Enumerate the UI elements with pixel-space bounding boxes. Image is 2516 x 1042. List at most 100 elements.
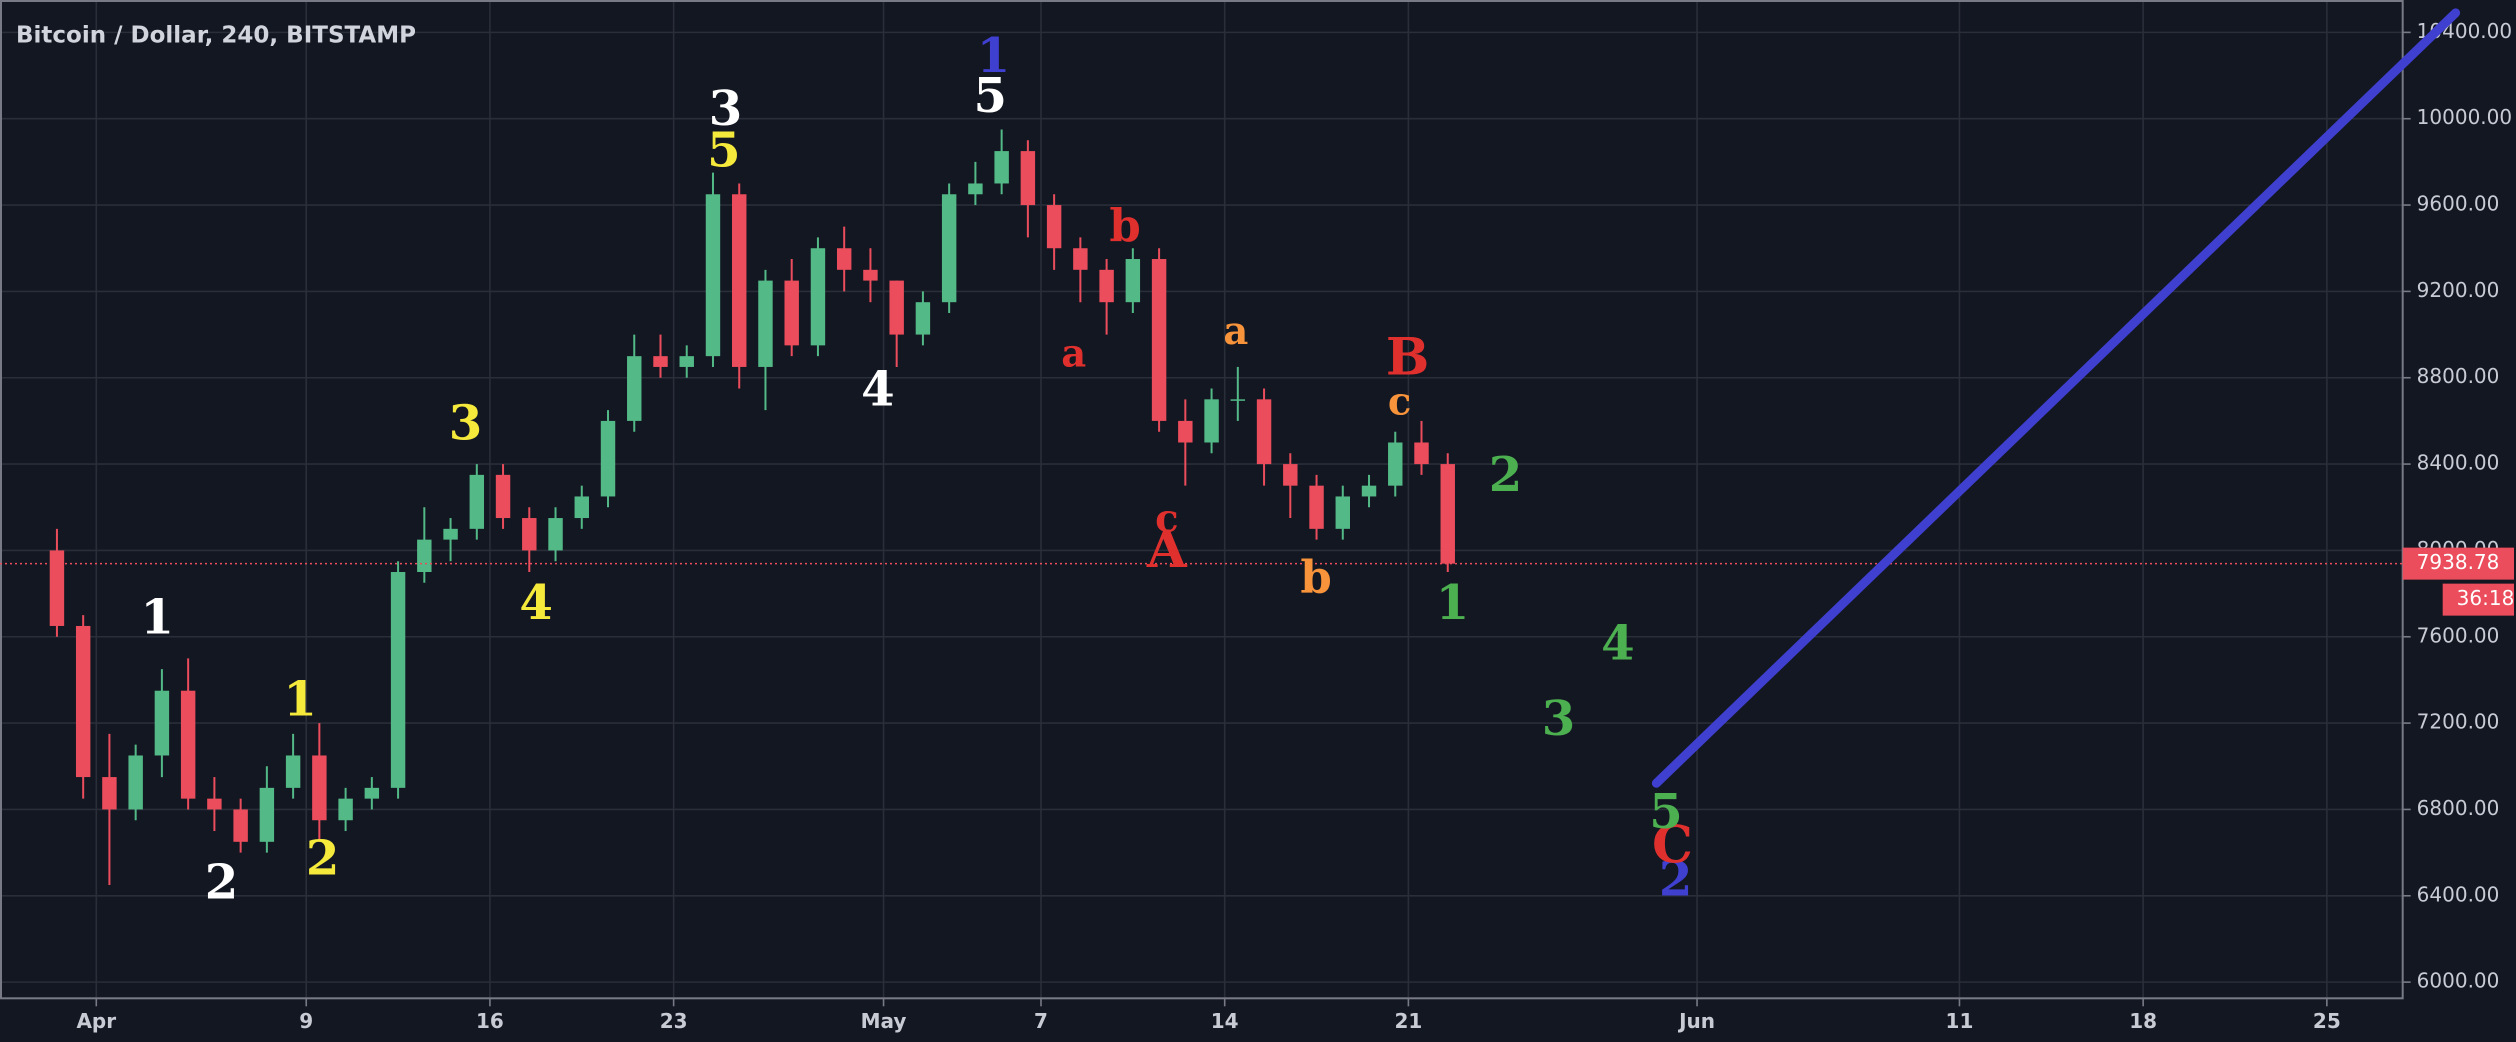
- x-tick-label: 18: [2129, 1009, 2157, 1033]
- wave-label: 2: [306, 830, 340, 886]
- candle-body: [810, 248, 826, 346]
- wave-label: 2: [1659, 851, 1693, 907]
- candle-body: [1283, 464, 1298, 486]
- wave-label: C: [1652, 816, 1693, 876]
- candle-body: [836, 248, 852, 270]
- candle-body: [154, 690, 170, 756]
- x-tick-label: 7: [1034, 1009, 1048, 1033]
- wave-label: 3: [449, 395, 483, 451]
- candle-body: [1178, 420, 1193, 443]
- candle-body: [285, 755, 301, 788]
- wave-label: B: [1386, 328, 1429, 388]
- candle-body: [574, 496, 589, 519]
- candle-body: [679, 356, 694, 367]
- candle-body: [627, 356, 642, 421]
- candle-body: [1414, 442, 1429, 465]
- y-tick-label: 9600.00: [2417, 192, 2500, 216]
- y-tick-label: 9200.00: [2417, 278, 2500, 302]
- wave-label: 4: [861, 362, 895, 418]
- wave-label: 1: [1436, 575, 1470, 631]
- x-tick-label: 16: [476, 1009, 504, 1033]
- x-tick-label: Jun: [1677, 1009, 1715, 1033]
- y-tick-label: 6400.00: [2417, 882, 2500, 906]
- candle-body: [1388, 442, 1403, 486]
- x-tick-label: 9: [299, 1009, 313, 1033]
- candle-body: [259, 787, 275, 842]
- wave-label: 5: [1649, 784, 1683, 840]
- wave-label: c: [1388, 379, 1411, 424]
- wave-label: c: [1155, 497, 1178, 542]
- candle-body: [600, 420, 616, 497]
- candle-body: [1335, 496, 1350, 529]
- candle-body: [390, 572, 406, 788]
- candle-body: [758, 280, 773, 367]
- candle-body: [128, 755, 143, 810]
- candle-body: [863, 269, 878, 281]
- candle-body: [889, 280, 904, 335]
- x-tick-label: 21: [1394, 1009, 1422, 1033]
- y-tick-label: 7600.00: [2417, 623, 2500, 647]
- candle-body: [338, 798, 353, 821]
- candle-body: [207, 798, 222, 810]
- wave-label: b: [1300, 551, 1331, 604]
- candle-body: [1125, 259, 1141, 303]
- candle-body: [102, 777, 117, 810]
- countdown-label: 36:18: [2457, 586, 2515, 610]
- trend-line: [1651, 8, 2461, 788]
- candle-body: [1256, 399, 1272, 465]
- candle-body: [522, 518, 537, 551]
- candle-body: [49, 550, 65, 626]
- plot-frame: [0, 0, 2404, 1000]
- candle-body: [784, 280, 799, 346]
- wave-label: 3: [709, 81, 743, 137]
- x-tick-label: 23: [660, 1009, 688, 1033]
- candle-body: [417, 539, 432, 573]
- wave-label: 2: [205, 854, 239, 910]
- candle-body: [1073, 248, 1088, 270]
- candle-body: [968, 183, 983, 195]
- wave-label: A: [1146, 520, 1188, 580]
- candle-body: [1204, 399, 1219, 443]
- wave-label: 1: [977, 28, 1011, 84]
- candle-body: [915, 302, 931, 335]
- candle-body: [469, 474, 485, 529]
- wave-label: 4: [519, 575, 553, 631]
- wave-label: a: [1061, 331, 1086, 376]
- candle-body: [75, 625, 91, 778]
- candle-body: [312, 755, 327, 821]
- y-tick-label: 8800.00: [2417, 364, 2500, 388]
- wave-label: 1: [283, 671, 317, 727]
- candle-body: [1230, 399, 1246, 401]
- wave-label: b: [1109, 199, 1140, 252]
- chart-title: Bitcoin / Dollar, 240, BITSTAMP: [16, 23, 416, 49]
- candle-body: [732, 194, 747, 367]
- candle-body: [443, 528, 458, 540]
- candle-body: [941, 194, 957, 303]
- candle-body: [1309, 485, 1324, 529]
- countdown-box: [2442, 583, 2514, 616]
- y-tick-label: 8400.00: [2417, 451, 2500, 475]
- candle-body: [994, 151, 1009, 184]
- candle-body: [1099, 269, 1114, 303]
- candle-body: [364, 787, 380, 799]
- y-tick-label: 10000.00: [2417, 105, 2512, 129]
- candle-body: [548, 518, 563, 551]
- wave-label: 4: [1601, 615, 1635, 671]
- wave-label: 5: [974, 68, 1008, 124]
- x-tick-label: 11: [1946, 1009, 1974, 1033]
- wave-label: 5: [707, 123, 741, 179]
- last-price-box: [2402, 547, 2514, 580]
- y-tick-label: 6800.00: [2417, 796, 2500, 820]
- x-tick-label: 14: [1211, 1009, 1239, 1033]
- y-tick-label: 7200.00: [2417, 710, 2500, 734]
- y-tick-label: 6000.00: [2417, 969, 2500, 993]
- candle-body: [1440, 464, 1455, 564]
- wave-label: 2: [1489, 447, 1523, 503]
- candle-body: [653, 356, 668, 367]
- candle-body: [233, 809, 248, 842]
- candle-body: [1151, 259, 1167, 421]
